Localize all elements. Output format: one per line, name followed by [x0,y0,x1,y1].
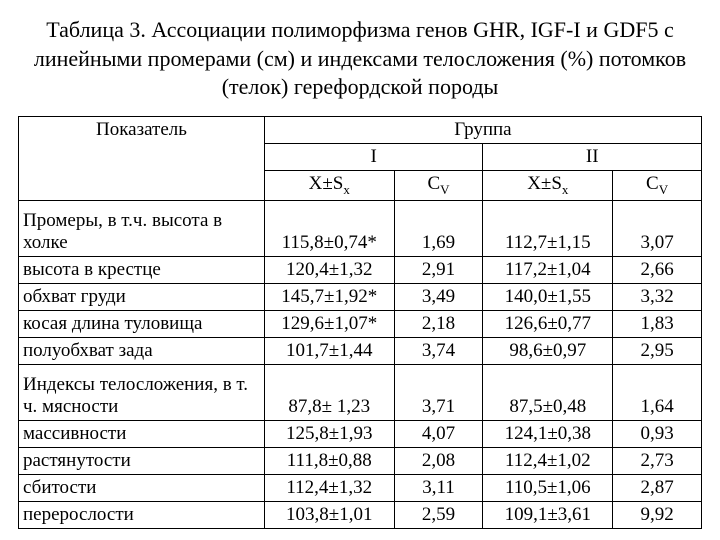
row-label: растянутости [19,447,265,474]
row-label: сбитости [19,474,265,501]
cv-sub: V [440,182,449,197]
header-g2-xsx: X±Sx [483,170,613,200]
cv-sub: V [659,182,668,197]
cell-g2_x: 112,4±1,02 [483,447,613,474]
row-label: обхват груди [19,283,265,310]
cell-g1_c: 3,49 [394,283,483,310]
cell-g2_x: 110,5±1,06 [483,474,613,501]
row-label: Промеры, в т.ч. высота в холке [19,200,265,256]
table-row: обхват груди145,7±1,92*3,49140,0±1,553,3… [19,283,702,310]
cell-g1_c: 2,08 [394,447,483,474]
cell-g1_c: 2,18 [394,310,483,337]
cell-g1_x: 111,8±0,88 [264,447,394,474]
cell-g1_x: 112,4±1,32 [264,474,394,501]
cell-g1_c: 1,69 [394,200,483,256]
cell-g2_x: 126,6±0,77 [483,310,613,337]
cell-g2_c: 3,32 [613,283,702,310]
xsx-sub: x [343,182,350,197]
table-row: перерослости103,8±1,012,59109,1±3,619,92 [19,501,702,528]
header-g1-cv: CV [394,170,483,200]
cell-g2_c: 2,95 [613,337,702,364]
cell-g2_x: 87,5±0,48 [483,364,613,420]
xsx-text: X±S [309,173,344,194]
cell-g1_c: 3,74 [394,337,483,364]
cell-g2_c: 2,66 [613,256,702,283]
data-table: Показатель Группа I II X±Sx CV X±Sx [18,116,702,529]
xsx-sub: x [562,182,569,197]
cell-g1_x: 129,6±1,07* [264,310,394,337]
table-row: сбитости112,4±1,323,11110,5±1,062,87 [19,474,702,501]
cell-g2_x: 98,6±0,97 [483,337,613,364]
table-row: косая длина туловища129,6±1,07*2,18126,6… [19,310,702,337]
cv-text: C [646,173,659,194]
cell-g1_x: 145,7±1,92* [264,283,394,310]
cell-g2_x: 140,0±1,55 [483,283,613,310]
cell-g1_c: 2,91 [394,256,483,283]
cell-g1_x: 120,4±1,32 [264,256,394,283]
cell-g2_x: 117,2±1,04 [483,256,613,283]
header-group-2: II [483,143,702,170]
xsx-text: X±S [527,173,562,194]
table-body: Промеры, в т.ч. высота в холке115,8±0,74… [19,200,702,528]
row-label: Индексы телосложения, в т. ч. мясности [19,364,265,420]
cell-g2_c: 9,92 [613,501,702,528]
cell-g1_c: 3,71 [394,364,483,420]
row-label: косая длина туловища [19,310,265,337]
cell-g1_x: 87,8± 1,23 [264,364,394,420]
table-row: растянутости111,8±0,882,08112,4±1,022,73 [19,447,702,474]
table-row: Промеры, в т.ч. высота в холке115,8±0,74… [19,200,702,256]
cell-g2_x: 112,7±1,15 [483,200,613,256]
cell-g2_c: 1,83 [613,310,702,337]
cell-g2_x: 109,1±3,61 [483,501,613,528]
header-g1-xsx: X±Sx [264,170,394,200]
cell-g1_x: 103,8±1,01 [264,501,394,528]
cell-g2_x: 124,1±0,38 [483,420,613,447]
row-label: перерослости [19,501,265,528]
header-g2-cv: CV [613,170,702,200]
cell-g1_c: 4,07 [394,420,483,447]
header-indicator-text: Показатель [96,119,187,140]
cell-g1_x: 101,7±1,44 [264,337,394,364]
table-caption: Таблица 3. Ассоциации полиморфизма генов… [26,16,694,102]
cell-g1_c: 3,11 [394,474,483,501]
header-indicator: Показатель [19,116,265,200]
cell-g1_x: 125,8±1,93 [264,420,394,447]
cell-g2_c: 0,93 [613,420,702,447]
row-label: массивности [19,420,265,447]
cell-g2_c: 2,73 [613,447,702,474]
header-group: Группа [264,116,701,143]
table-row: полуобхват зада101,7±1,443,7498,6±0,972,… [19,337,702,364]
cv-text: C [427,173,440,194]
table-row: Индексы телосложения, в т. ч. мясности87… [19,364,702,420]
table-row: высота в крестце120,4±1,322,91117,2±1,04… [19,256,702,283]
row-label: высота в крестце [19,256,265,283]
cell-g2_c: 3,07 [613,200,702,256]
table-row: массивности125,8±1,934,07124,1±0,380,93 [19,420,702,447]
row-label: полуобхват зада [19,337,265,364]
cell-g1_c: 2,59 [394,501,483,528]
cell-g2_c: 2,87 [613,474,702,501]
cell-g2_c: 1,64 [613,364,702,420]
header-group-1: I [264,143,483,170]
cell-g1_x: 115,8±0,74* [264,200,394,256]
